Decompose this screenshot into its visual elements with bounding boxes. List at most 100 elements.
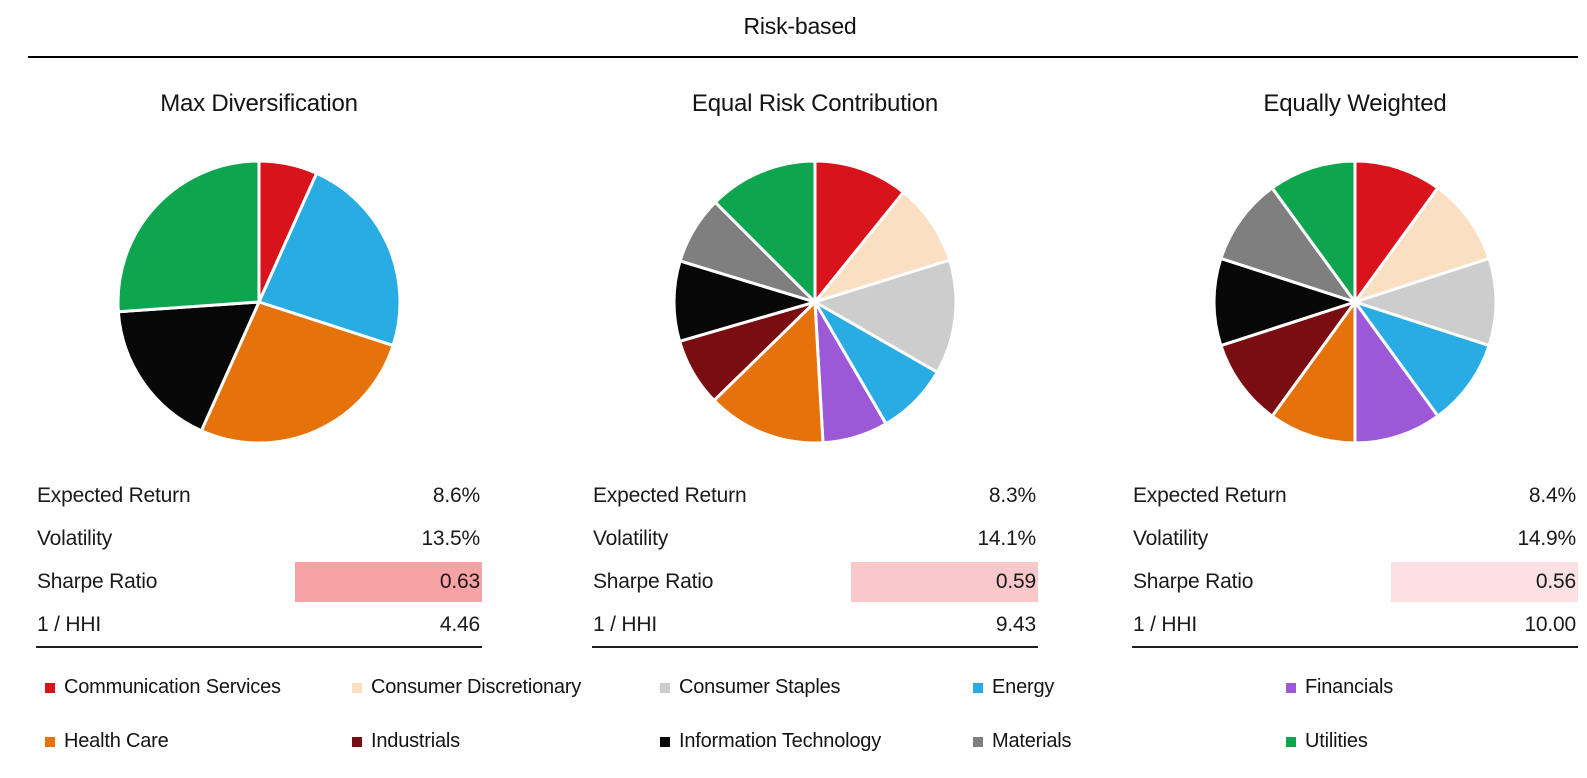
legend-swatch-materials <box>973 736 983 747</box>
legend-swatch-communication-services <box>45 682 55 693</box>
legend-swatch-information-technology <box>660 736 670 747</box>
pie-slice-energy <box>1353 300 1491 418</box>
pie-slice-consumer-staples <box>1353 256 1498 348</box>
legend-swatch-energy <box>973 682 983 693</box>
stat-row-sharpe-ratio: Sharpe Ratio 0.59 <box>592 560 1038 603</box>
legend-label: Materials <box>992 729 1072 752</box>
panel-equal-risk-contribution: Equal Risk Contribution Expected Return … <box>592 80 1038 655</box>
panel-title: Equal Risk Contribution <box>691 90 939 117</box>
pie-slice-information-technology <box>1212 256 1357 348</box>
stat-label: Volatility <box>1133 526 1209 550</box>
legend-swatch-consumer-discretionary <box>352 682 362 693</box>
stat-row-inverse-hhi: 1 / HHI 10.00 <box>1132 603 1578 646</box>
stat-label: 1 / HHI <box>37 612 101 636</box>
stat-label: Sharpe Ratio <box>593 569 714 593</box>
pie-slice-information-technology <box>672 259 817 343</box>
legend-label: Energy <box>992 675 1055 698</box>
legend-label: Consumer Discretionary <box>371 675 582 698</box>
stats-table: Expected Return 8.6% Volatility 13.5% Sh… <box>36 474 482 648</box>
pie-chart-max-diversification <box>116 159 402 445</box>
stat-row-sharpe-ratio: Sharpe Ratio 0.56 <box>1132 560 1578 603</box>
stat-label: 1 / HHI <box>593 612 657 636</box>
stat-value-highlighted: 0.56 <box>1391 561 1578 602</box>
legend-item-financials: Financials <box>1286 673 1393 701</box>
stat-value-highlighted: 0.63 <box>295 561 482 602</box>
legend-swatch-financials <box>1286 682 1296 693</box>
legend-item-industrials: Industrials <box>352 727 460 755</box>
panel-title: Equally Weighted <box>1263 90 1447 117</box>
pie-slice-communication-services <box>1353 159 1440 304</box>
stat-label: Volatility <box>593 526 669 550</box>
legend-item-consumer-staples: Consumer Staples <box>660 673 841 701</box>
stat-label: Expected Return <box>1133 483 1287 507</box>
legend-swatch-industrials <box>352 736 362 747</box>
legend-swatch-utilities <box>1286 736 1296 747</box>
pie-slice-utilities <box>1270 159 1357 304</box>
legend-item-communication-services: Communication Services <box>45 673 281 701</box>
panel-max-diversification: Max Diversification Expected Return 8.6%… <box>36 80 482 655</box>
stat-row-expected-return: Expected Return 8.3% <box>592 474 1038 517</box>
stat-value: 8.3% <box>988 483 1036 507</box>
stat-value: 8.6% <box>432 483 480 507</box>
stat-value: 13.5% <box>421 526 480 550</box>
legend-item-utilities: Utilities <box>1286 727 1368 755</box>
stat-row-inverse-hhi: 1 / HHI 4.46 <box>36 603 482 646</box>
pie-slice-consumer-staples <box>813 258 958 374</box>
pie-slice-consumer-discretionary <box>813 190 952 304</box>
stat-value: 14.1% <box>977 526 1036 550</box>
pie-slice-utilities <box>116 159 261 314</box>
legend-item-energy: Energy <box>973 673 1054 701</box>
pie-slice-utilities <box>713 159 817 304</box>
stat-label: Expected Return <box>37 483 191 507</box>
pie-slice-materials <box>1219 186 1357 304</box>
legend-item-information-technology: Information Technology <box>660 727 881 755</box>
stat-value: 4.46 <box>439 612 480 636</box>
pie-chart-equal-risk-contribution <box>672 159 958 445</box>
stat-label: Sharpe Ratio <box>1133 569 1254 593</box>
stat-value: 9.43 <box>995 612 1036 636</box>
header-divider <box>28 56 1578 58</box>
legend-label: Health Care <box>64 729 169 752</box>
stat-label: 1 / HHI <box>1133 612 1197 636</box>
stat-value-highlighted: 0.59 <box>851 561 1038 602</box>
stat-row-expected-return: Expected Return 8.6% <box>36 474 482 517</box>
stat-row-volatility: Volatility 14.1% <box>592 517 1038 560</box>
pie-slice-consumer-discretionary <box>1353 186 1491 304</box>
pie-slice-communication-services <box>813 159 905 304</box>
pie-chart-equally-weighted <box>1212 159 1498 445</box>
legend-item-materials: Materials <box>973 727 1072 755</box>
pie-slice-health-care <box>199 300 395 445</box>
legend-label: Communication Services <box>64 675 281 698</box>
panel-title: Max Diversification <box>160 90 358 117</box>
pie-slice-information-technology <box>116 300 261 433</box>
legend-label: Information Technology <box>679 729 882 752</box>
stat-label: Volatility <box>37 526 113 550</box>
stat-row-volatility: Volatility 14.9% <box>1132 517 1578 560</box>
legend-label: Industrials <box>371 729 460 752</box>
legend-label: Utilities <box>1305 729 1368 752</box>
stat-label: Sharpe Ratio <box>37 569 158 593</box>
pie-slice-health-care <box>712 300 825 445</box>
panel-equally-weighted: Equally Weighted Expected Return 8.4% Vo… <box>1132 80 1578 655</box>
stat-row-volatility: Volatility 13.5% <box>36 517 482 560</box>
pie-slice-financials <box>1353 300 1440 445</box>
stat-label: Expected Return <box>593 483 747 507</box>
pie-slice-industrials <box>1219 300 1357 418</box>
legend-item-health-care: Health Care <box>45 727 169 755</box>
stat-row-expected-return: Expected Return 8.4% <box>1132 474 1578 517</box>
pie-slice-health-care <box>1270 300 1357 445</box>
stat-value: 10.00 <box>1524 612 1576 636</box>
legend-label: Consumer Staples <box>679 675 841 698</box>
page-title: Risk-based <box>743 13 857 39</box>
stat-value: 14.9% <box>1517 526 1576 550</box>
stats-table: Expected Return 8.4% Volatility 14.9% Sh… <box>1132 474 1578 648</box>
stat-row-sharpe-ratio: Sharpe Ratio 0.63 <box>36 560 482 603</box>
legend-swatch-consumer-staples <box>660 682 670 693</box>
stat-value: 8.4% <box>1528 483 1576 507</box>
legend-swatch-health-care <box>45 736 55 747</box>
legend-label: Financials <box>1305 675 1394 698</box>
stat-row-inverse-hhi: 1 / HHI 9.43 <box>592 603 1038 646</box>
legend-item-consumer-discretionary: Consumer Discretionary <box>352 673 581 701</box>
stats-table: Expected Return 8.3% Volatility 14.1% Sh… <box>592 474 1038 648</box>
